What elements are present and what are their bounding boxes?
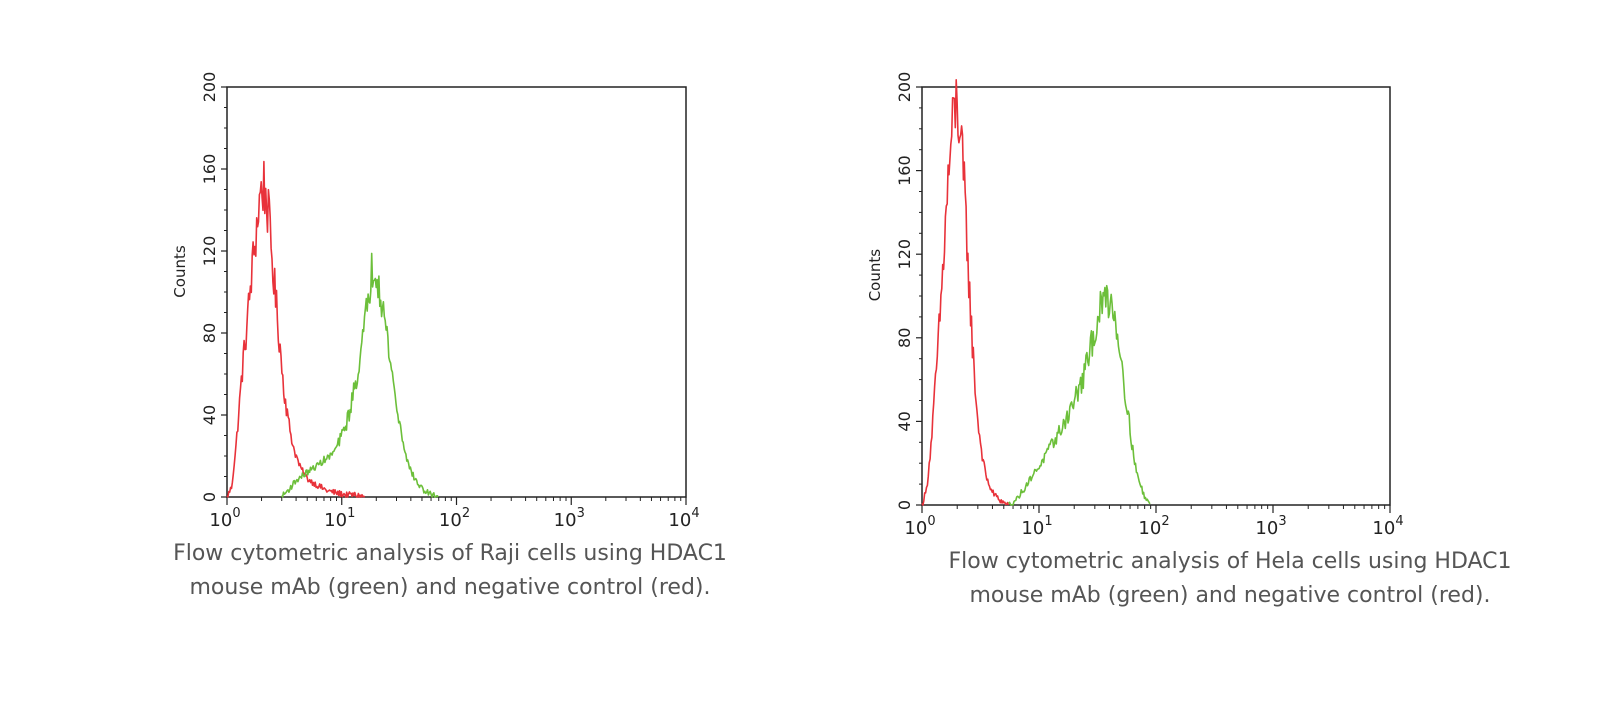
x-tick-exponent: 3 bbox=[1278, 514, 1286, 529]
chart-panel-hela: 0 40 80 120 160 200 Counts 100 101 102 103 104 Flow… bbox=[800, 0, 1600, 703]
x-tick-base: 10 bbox=[554, 510, 577, 531]
x-tick-base: 10 bbox=[1138, 518, 1161, 539]
x-tick-base: 10 bbox=[904, 518, 927, 539]
x-tick-label: 100 bbox=[209, 506, 240, 531]
x-tick-label: 100 bbox=[904, 514, 935, 539]
chart-caption-hela: Flow cytometric analysis of Hela cells u… bbox=[890, 545, 1570, 613]
x-tick-base: 10 bbox=[1255, 518, 1278, 539]
y-tick-label: 0 bbox=[895, 500, 914, 510]
x-tick-label: 102 bbox=[439, 506, 470, 531]
x-tick-base: 10 bbox=[1372, 518, 1395, 539]
x-tick-exponent: 0 bbox=[927, 514, 935, 529]
x-tick-label: 102 bbox=[1138, 514, 1169, 539]
chart-caption-raji: Flow cytometric analysis of Raji cells u… bbox=[0, 537, 900, 605]
x-tick-label: 104 bbox=[668, 506, 699, 531]
plot-frame bbox=[921, 86, 1391, 506]
x-tick-label: 103 bbox=[1255, 514, 1286, 539]
x-tick-base: 10 bbox=[668, 510, 691, 531]
y-tick-label: 80 bbox=[895, 328, 914, 348]
hdac1-series-line bbox=[1008, 284, 1151, 506]
x-tick-exponent: 2 bbox=[1161, 514, 1169, 529]
x-tick-exponent: 0 bbox=[232, 506, 240, 521]
x-tick-base: 10 bbox=[439, 510, 462, 531]
caption-line-2: mouse mAb (green) and negative control (… bbox=[189, 575, 711, 600]
x-tick-exponent: 2 bbox=[462, 506, 470, 521]
x-tick-exponent: 4 bbox=[691, 506, 699, 521]
x-tick-exponent: 4 bbox=[1395, 514, 1403, 529]
x-tick-label: 103 bbox=[554, 506, 585, 531]
caption-line-1: Flow cytometric analysis of Hela cells u… bbox=[948, 549, 1512, 574]
caption-line-1: Flow cytometric analysis of Raji cells u… bbox=[173, 541, 727, 566]
x-tick-exponent: 1 bbox=[1044, 514, 1052, 529]
x-tick-label: 101 bbox=[324, 506, 355, 531]
x-tick-label: 101 bbox=[1021, 514, 1052, 539]
chart-panel-raji: 0 40 80 120 160 200 Counts 100 101 102 103 104 Flow… bbox=[171, 72, 727, 600]
y-tick-label: 40 bbox=[895, 411, 914, 431]
x-tick-base: 10 bbox=[209, 510, 232, 531]
y-tick-label: 200 bbox=[200, 72, 219, 103]
y-tick-label: 80 bbox=[200, 323, 219, 343]
x-tick-base: 10 bbox=[1021, 518, 1044, 539]
y-tick-label: 120 bbox=[895, 239, 914, 270]
y-axis-label: Counts bbox=[866, 249, 884, 302]
x-tick-exponent: 3 bbox=[577, 506, 585, 521]
hdac1-series-line bbox=[281, 252, 439, 498]
y-axis-label: Counts bbox=[171, 245, 189, 298]
plot-frame bbox=[226, 86, 687, 498]
y-tick-label: 0 bbox=[200, 492, 219, 502]
x-tick-exponent: 1 bbox=[347, 506, 355, 521]
y-tick-label: 160 bbox=[895, 155, 914, 186]
control-series-line bbox=[226, 160, 366, 498]
y-tick-label: 200 bbox=[895, 72, 914, 103]
control-series-line bbox=[921, 79, 1010, 506]
y-tick-label: 40 bbox=[200, 405, 219, 425]
x-tick-label: 104 bbox=[1372, 514, 1403, 539]
x-tick-base: 10 bbox=[324, 510, 347, 531]
y-tick-label: 160 bbox=[200, 154, 219, 185]
y-tick-label: 120 bbox=[200, 236, 219, 267]
caption-line-2: mouse mAb (green) and negative control (… bbox=[969, 583, 1491, 608]
